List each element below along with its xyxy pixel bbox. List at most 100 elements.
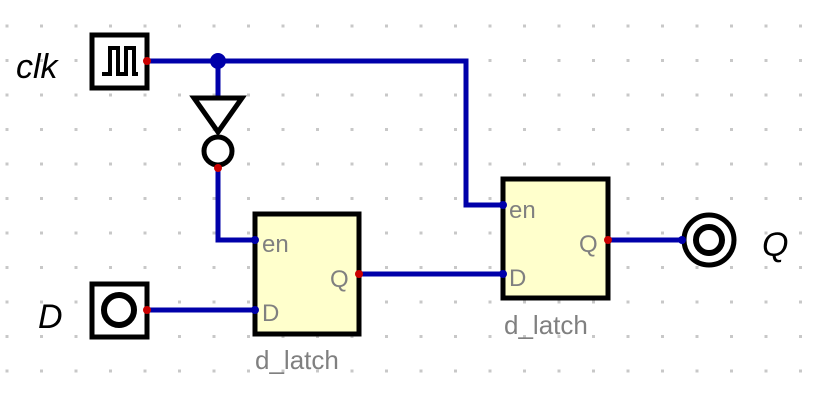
d-latch-1[interactable]: en Q D d_latch [251, 211, 363, 375]
grid-dot [281, 128, 285, 131]
grid-dot [661, 231, 664, 235]
grid-dot [695, 266, 699, 269]
grid-dot [350, 24, 354, 28]
q-output[interactable]: Q [678, 212, 788, 268]
input-pin-icon[interactable] [89, 281, 150, 340]
grid-dot [109, 128, 112, 131]
grid-dot [247, 162, 250, 166]
grid-dot [592, 24, 595, 28]
d-latch-2-q-port: Q [579, 231, 598, 258]
grid-dot [350, 93, 354, 97]
grid-dot [212, 93, 216, 97]
d-latch-2-d-pin[interactable] [499, 270, 507, 278]
grid-dot [178, 24, 181, 28]
grid-dot [626, 300, 630, 304]
grid-dot [247, 300, 250, 304]
wire-junction [210, 53, 226, 69]
grid-dot [5, 128, 9, 131]
d-latch-2-q-pin[interactable] [604, 236, 612, 244]
d-input[interactable]: D [38, 281, 151, 340]
grid-dot [74, 300, 78, 304]
d-latch-1-name: d_latch [255, 345, 339, 375]
clk-input[interactable]: clk [16, 32, 151, 91]
grid-dot [488, 93, 492, 97]
grid-dot [764, 197, 768, 200]
grid-dot [5, 369, 9, 373]
grid-dot [385, 162, 388, 166]
grid-dot [764, 162, 768, 166]
grid-dot [74, 24, 78, 28]
grid-dot [5, 59, 9, 62]
grid-dot [74, 369, 78, 373]
grid-dot [419, 369, 423, 373]
grid-dot [385, 197, 388, 200]
wire-clk-to-latch2-en[interactable] [147, 58, 503, 208]
grid-dot [661, 128, 664, 131]
grid-dot [247, 24, 250, 28]
d-latch-2[interactable]: en Q D d_latch [499, 176, 612, 340]
grid-dot [592, 369, 595, 373]
clk-output-pin[interactable] [143, 57, 151, 65]
grid-dot [557, 369, 561, 373]
not-gate[interactable] [189, 95, 247, 172]
d-latch-2-d-port: D [509, 265, 526, 292]
grid-dot [316, 162, 319, 166]
d-latch-1-en-pin[interactable] [251, 236, 259, 244]
grid-dot [143, 266, 147, 269]
grid-dot [212, 369, 216, 373]
grid-dot [661, 197, 664, 200]
grid-dot [281, 197, 285, 200]
grid-dot [5, 335, 9, 338]
grid-dot [5, 93, 9, 97]
grid-dot [419, 93, 423, 97]
grid-dot [281, 93, 285, 97]
grid-dot [454, 162, 457, 166]
not-gate-icon[interactable] [189, 95, 247, 137]
grid-dot [109, 162, 112, 166]
grid-dot [488, 128, 492, 131]
grid-dot [695, 93, 699, 97]
wire-inverter-to-latch1-en[interactable] [215, 168, 255, 243]
grid-dot [557, 24, 561, 28]
grid-dot [626, 369, 630, 373]
grid-dot [454, 24, 457, 28]
d-output-pin[interactable] [143, 306, 151, 314]
grid-dot [557, 335, 561, 338]
grid-dot [764, 93, 768, 97]
d-latch-2-name: d_latch [504, 310, 588, 340]
grid-dot [40, 197, 43, 200]
grid-dot [40, 128, 43, 131]
grid-dot [730, 369, 733, 373]
grid-dot [626, 266, 630, 269]
grid-dot [40, 59, 43, 62]
grid-dot [764, 266, 768, 269]
grid-dot [350, 162, 354, 166]
not-gate-output-pin[interactable] [214, 164, 222, 172]
d-latch-2-en-pin[interactable] [499, 201, 507, 209]
grid-dot [178, 369, 181, 373]
grid-dot [557, 93, 561, 97]
grid-dot [316, 369, 319, 373]
grid-dot [799, 266, 802, 269]
d-latch-1-q-port: Q [330, 266, 349, 293]
clock-waveform-icon [102, 46, 138, 76]
d-label: D [38, 298, 63, 336]
grid-dot [109, 197, 112, 200]
grid-dot [730, 128, 733, 131]
grid-dot [488, 162, 492, 166]
grid-dot [523, 24, 526, 28]
grid-dot [454, 335, 457, 338]
grid-dot [488, 369, 492, 373]
q-input-pin[interactable] [678, 236, 686, 244]
grid-dot [316, 24, 319, 28]
grid-dot [557, 128, 561, 131]
grid-dot [385, 369, 388, 373]
d-latch-1-d-pin[interactable] [251, 306, 259, 314]
grid-dot [764, 300, 768, 304]
grid-dot [730, 24, 733, 28]
grid-dot [695, 197, 699, 200]
output-pin-icon[interactable] [681, 212, 737, 268]
d-latch-1-q-pin[interactable] [355, 270, 363, 278]
grid-dot [799, 231, 802, 235]
grid-dot [626, 162, 630, 166]
